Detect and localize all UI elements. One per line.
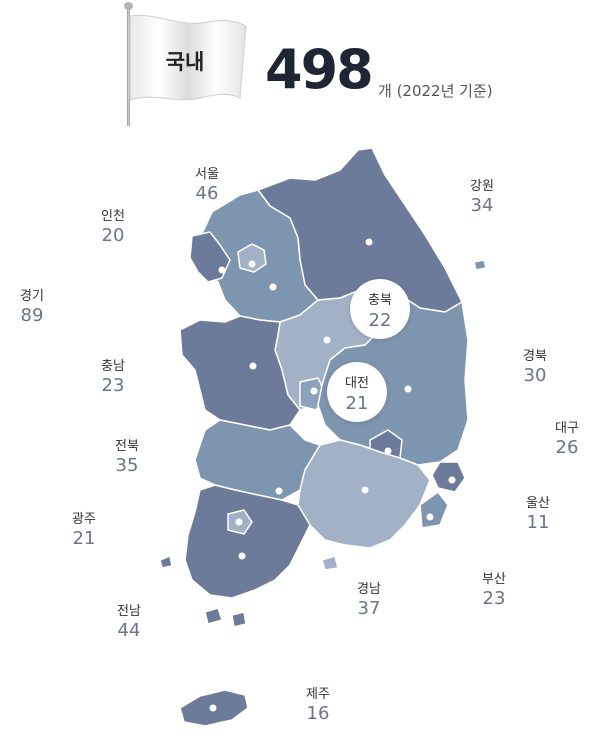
label-seoul-count: 46 [195,183,219,204]
label-jeonbuk-name: 전북 [115,439,139,454]
label-ulsan-count: 11 [526,512,550,533]
label-gwangju-count: 21 [72,528,96,549]
label-jeonnam: 전남 44 [84,605,174,640]
label-daegu: 대구 26 [522,422,599,457]
label-busan: 부산 23 [449,573,539,608]
marker-incheon [218,266,226,274]
label-daegu-count: 26 [555,437,579,458]
marker-jeonnam [238,552,246,560]
label-gyeongnam-count: 37 [357,598,381,619]
region-jeonnam[interactable] [184,484,311,599]
label-busan-name: 부산 [482,572,506,587]
label-jeonnam-count: 44 [117,620,141,641]
label-busan-count: 23 [482,588,506,609]
label-gyeongnam-name: 경남 [357,582,381,597]
label-gangwon-name: 강원 [470,179,494,194]
label-daejeon-count: 21 [345,393,369,414]
marker-jeju [209,704,217,712]
marker-gwangju [235,518,243,526]
bubble-chungbuk: 충북 22 [350,279,410,339]
label-ulsan: 울산 11 [493,497,583,532]
total-count: 498 [265,38,374,101]
flag-icon [129,14,247,101]
region-markers [209,238,456,712]
label-jeju-count: 16 [306,703,330,724]
marker-seoul [248,260,256,268]
label-gwangju-name: 광주 [72,512,96,527]
label-incheon-count: 20 [101,225,125,246]
label-chungnam-count: 23 [101,375,125,396]
label-jeju-name: 제주 [306,687,330,702]
flag-pole-top [124,2,133,10]
region-busan[interactable] [419,491,449,529]
marker-gangwon [365,238,373,246]
marker-ulsan [448,476,456,484]
label-jeonbuk: 전북 35 [82,440,172,475]
label-daegu-name: 대구 [555,421,579,436]
marker-chungbuk [323,336,331,344]
marker-daejeon [310,387,318,395]
label-jeonbuk-count: 35 [115,455,139,476]
label-chungnam-name: 충남 [101,359,125,374]
island-ulleung [473,259,487,271]
marker-chungnam [249,362,257,370]
island-south-2 [231,611,247,628]
label-chungbuk-count: 22 [368,310,392,331]
label-jeonnam-name: 전남 [117,604,141,619]
label-gyeongbuk-count: 30 [523,365,547,386]
label-gyeongbuk: 경북 30 [490,350,580,385]
marker-gyeonggi [269,283,277,291]
label-gangwon-count: 34 [470,195,494,216]
header: 국내 498 개 (2022년 기준) [0,0,599,130]
bubble-daejeon: 대전 21 [327,362,387,422]
marker-gyeongbuk [404,385,412,393]
island-west-1 [159,555,173,569]
label-gyeongbuk-name: 경북 [523,349,547,364]
label-incheon: 인천 20 [68,210,158,245]
label-daejeon-name: 대전 [345,376,369,391]
marker-busan [426,513,434,521]
label-ulsan-name: 울산 [526,496,550,511]
label-seoul-name: 서울 [195,167,219,182]
island-south-1 [204,607,223,625]
region-seoul[interactable] [237,243,267,273]
label-chungbuk-name: 충북 [368,293,392,308]
region-ulsan[interactable] [431,461,466,493]
label-gangwon: 강원 34 [437,180,527,215]
marker-jeonbuk [275,487,283,495]
label-gyeongnam: 경남 37 [324,583,414,618]
label-gwangju: 광주 21 [39,513,129,548]
total-sub-label: 개 (2022년 기준) [378,82,493,100]
label-chungnam: 충남 23 [68,360,158,395]
label-incheon-name: 인천 [101,209,125,224]
marker-gyeongnam [361,486,369,494]
label-seoul: 서울 46 [162,168,252,203]
label-gyeonggi-name: 경기 [20,289,44,304]
flag-pole [127,6,130,126]
flag-label: 국내 [165,50,205,74]
label-jeju: 제주 16 [273,688,363,723]
label-gyeonggi-count: 89 [20,305,44,326]
island-south-3 [321,555,339,571]
region-gyeongnam[interactable] [297,439,431,549]
label-gyeonggi: 경기 89 [0,290,77,325]
marker-daegu [384,447,392,455]
region-chungnam[interactable] [179,315,301,431]
